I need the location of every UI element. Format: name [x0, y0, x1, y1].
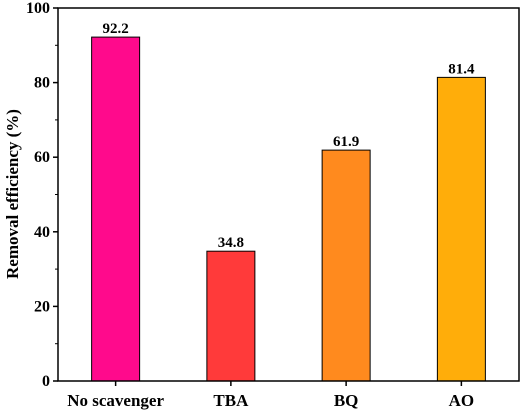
data-label-3: 81.4 — [448, 61, 475, 77]
data-labels: 92.2 34.8 61.9 81.4 — [103, 21, 476, 251]
bar-1 — [206, 250, 256, 382]
y-axis-ticks: 0 20 40 60 80 100 — [26, 0, 58, 390]
bar-2 — [321, 149, 371, 382]
data-label-1: 34.8 — [218, 235, 244, 251]
y-tick-label-4: 80 — [34, 75, 50, 92]
x-tick-label-0: No scavenger — [67, 391, 164, 410]
x-tick-label-3: AO — [449, 391, 475, 410]
x-tick-label-1: TBA — [213, 391, 249, 410]
data-label-0: 92.2 — [103, 21, 129, 37]
y-tick-label-0: 0 — [42, 373, 50, 390]
data-label-2: 61.9 — [333, 134, 359, 150]
y-tick-label-1: 20 — [34, 298, 50, 315]
bar-3 — [436, 76, 486, 382]
x-tick-label-2: BQ — [334, 391, 359, 410]
y-axis-title: Removal efficiency (%) — [3, 109, 22, 279]
bars — [91, 36, 486, 382]
y-tick-label-3: 60 — [34, 149, 50, 166]
y-tick-label-5: 100 — [26, 0, 50, 17]
x-axis-ticks: No scavenger TBA BQ AO — [67, 381, 474, 410]
bar-0 — [91, 36, 141, 382]
y-tick-label-2: 40 — [34, 224, 50, 241]
